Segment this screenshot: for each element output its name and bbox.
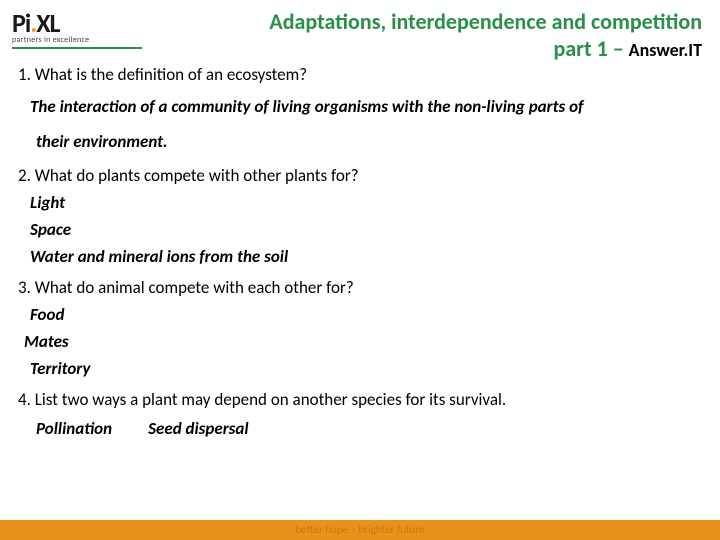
answer-2-water: Water and mineral ions from the soil bbox=[30, 246, 702, 267]
title-block: Adaptations, interdependence and competi… bbox=[122, 8, 708, 62]
title-part: part 1 – bbox=[554, 35, 629, 62]
content: 1. What is the definition of an ecosyste… bbox=[0, 62, 720, 439]
header: Pi.XL partners in excellence Adaptations… bbox=[0, 0, 720, 62]
answer-4-seed: Seed dispersal bbox=[148, 418, 248, 439]
title-line1: Adaptations, interdependence and competi… bbox=[122, 8, 702, 35]
logo-text: Pi.XL bbox=[12, 12, 122, 35]
answer-4-pollination: Pollination bbox=[36, 418, 112, 439]
answer-3-food: Food bbox=[30, 304, 702, 325]
answer-4-row: Pollination Seed dispersal bbox=[36, 418, 702, 439]
question-1: 1. What is the definition of an ecosyste… bbox=[18, 64, 702, 85]
question-3: 3. What do animal compete with each othe… bbox=[18, 277, 702, 298]
question-4: 4. List two ways a plant may depend on a… bbox=[18, 389, 702, 410]
logo-subtitle: partners in excellence bbox=[12, 35, 122, 45]
title-answerit: Answer.IT bbox=[629, 39, 702, 61]
answer-3-territory: Territory bbox=[30, 358, 702, 379]
title-line2: part 1 – Answer.IT bbox=[122, 35, 702, 62]
answer-2-space: Space bbox=[30, 219, 702, 240]
logo: Pi.XL partners in excellence bbox=[12, 8, 122, 49]
logo-pre: Pi bbox=[12, 7, 30, 39]
answer-2-light: Light bbox=[30, 192, 702, 213]
question-2: 2. What do plants compete with other pla… bbox=[18, 165, 702, 186]
answer-3-mates: Mates bbox=[24, 331, 702, 352]
answer-1b: their environment. bbox=[36, 128, 702, 155]
footer-bar: better hope – brighter future bbox=[0, 520, 720, 540]
answer-1a: The interaction of a community of living… bbox=[30, 93, 702, 120]
logo-post: XL bbox=[36, 7, 59, 39]
